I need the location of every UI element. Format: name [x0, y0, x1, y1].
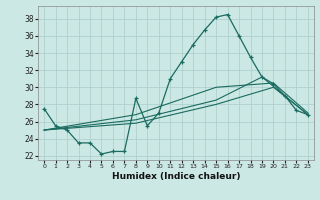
- X-axis label: Humidex (Indice chaleur): Humidex (Indice chaleur): [112, 172, 240, 181]
